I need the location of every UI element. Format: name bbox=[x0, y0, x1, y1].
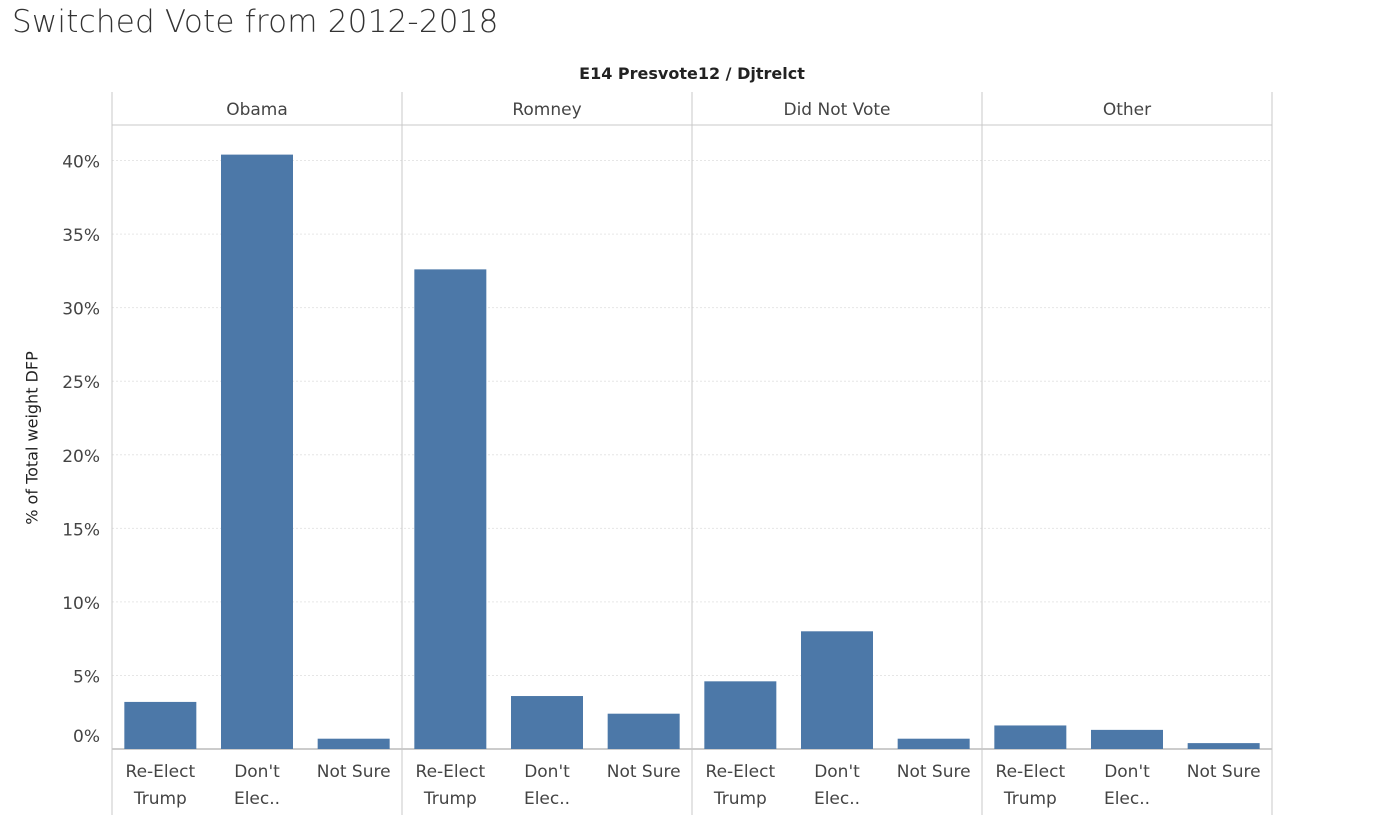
bar bbox=[801, 631, 873, 749]
x-category-label: Not Sure bbox=[317, 762, 391, 782]
y-tick-label: 40% bbox=[62, 153, 100, 173]
x-category-label: Don't bbox=[1104, 762, 1150, 782]
x-category-label: Not Sure bbox=[897, 762, 971, 782]
chart-title: Switched Vote from 2012-2018 bbox=[12, 4, 499, 40]
x-category-label: Elec.. bbox=[234, 789, 280, 809]
y-tick-label: 20% bbox=[62, 447, 100, 467]
y-tick-label: 5% bbox=[73, 667, 100, 687]
panel-label: Romney bbox=[512, 100, 581, 120]
y-tick-label: 35% bbox=[62, 226, 100, 246]
x-category-label: Don't bbox=[814, 762, 860, 782]
x-category-label: Don't bbox=[234, 762, 280, 782]
x-category-label: Not Sure bbox=[607, 762, 681, 782]
panel-label: Obama bbox=[226, 100, 288, 120]
bar bbox=[511, 696, 583, 749]
panel-label: Did Not Vote bbox=[783, 100, 890, 120]
x-category-label: Re-Elect bbox=[126, 762, 196, 782]
x-category-label: Don't bbox=[524, 762, 570, 782]
column-header: E14 Presvote12 / Djtrelct bbox=[579, 64, 805, 83]
bar bbox=[704, 681, 777, 749]
y-tick-label: 10% bbox=[62, 594, 100, 614]
x-category-label: Trump bbox=[1003, 789, 1057, 809]
x-category-label: Re-Elect bbox=[706, 762, 776, 782]
bar bbox=[317, 738, 390, 749]
bar bbox=[414, 269, 487, 749]
x-category-label: Re-Elect bbox=[416, 762, 486, 782]
x-category-label: Trump bbox=[133, 789, 187, 809]
x-category-label: Trump bbox=[713, 789, 767, 809]
bar bbox=[221, 154, 293, 750]
y-tick-label: 30% bbox=[62, 300, 100, 320]
y-tick-label: 15% bbox=[62, 520, 100, 540]
y-tick-label: 0% bbox=[73, 727, 100, 747]
x-category-label: Elec.. bbox=[814, 789, 860, 809]
bar bbox=[1187, 743, 1260, 749]
y-tick-label: 25% bbox=[62, 373, 100, 393]
panel-label: Other bbox=[1103, 100, 1151, 120]
bar bbox=[897, 738, 970, 749]
bar bbox=[607, 713, 680, 749]
x-category-label: Not Sure bbox=[1187, 762, 1261, 782]
x-category-label: Trump bbox=[423, 789, 477, 809]
bar bbox=[1091, 729, 1163, 749]
x-category-label: Elec.. bbox=[524, 789, 570, 809]
x-category-label: Re-Elect bbox=[996, 762, 1066, 782]
bar bbox=[124, 701, 197, 749]
x-category-label: Elec.. bbox=[1104, 789, 1150, 809]
bar bbox=[994, 725, 1067, 749]
